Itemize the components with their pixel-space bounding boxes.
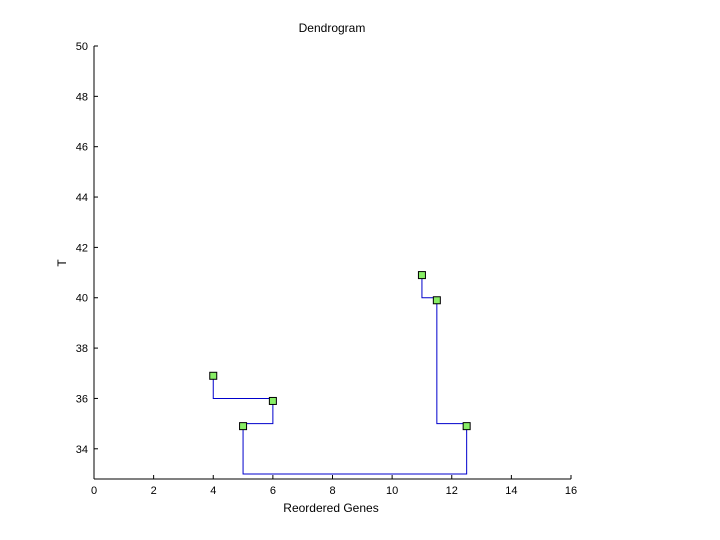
y-tick-label: 44 xyxy=(76,192,88,204)
dendrogram-link xyxy=(242,398,274,427)
x-tick-label: 16 xyxy=(565,485,577,497)
y-tick-label: 50 xyxy=(76,41,88,53)
y-tick-label: 42 xyxy=(76,242,88,254)
y-tick-label: 36 xyxy=(76,393,88,405)
dendrogram-links xyxy=(212,275,468,475)
x-tick-label: 0 xyxy=(91,485,97,497)
dendrogram-node xyxy=(239,422,248,431)
dendrogram-node xyxy=(417,271,426,280)
x-tick-label: 6 xyxy=(270,485,276,497)
x-axis-label: Reordered Genes xyxy=(283,501,378,515)
x-tick-label: 10 xyxy=(386,485,398,497)
dendrogram-node xyxy=(432,296,441,305)
dendrogram-node xyxy=(462,422,471,431)
y-tick-label: 40 xyxy=(76,293,88,305)
x-tick-label: 4 xyxy=(210,485,216,497)
x-tick-label: 12 xyxy=(446,485,458,497)
x-tick-label: 2 xyxy=(151,485,157,497)
dendrogram-node xyxy=(268,396,277,405)
dendrogram-nodes xyxy=(209,271,471,431)
chart-title: Dendrogram xyxy=(299,21,366,35)
y-tick-label: 46 xyxy=(76,142,88,154)
dendrogram-link xyxy=(436,297,468,427)
dendrogram-link xyxy=(242,423,468,475)
y-axis-label: T xyxy=(55,259,69,267)
y-tick-label: 38 xyxy=(76,343,88,355)
x-tick-label: 8 xyxy=(329,485,335,497)
dendrogram-node xyxy=(209,371,218,380)
dendrogram-link xyxy=(212,375,274,401)
y-tick-label: 48 xyxy=(76,91,88,103)
y-tick-label: 34 xyxy=(76,444,88,456)
x-tick-label: 14 xyxy=(505,485,517,497)
